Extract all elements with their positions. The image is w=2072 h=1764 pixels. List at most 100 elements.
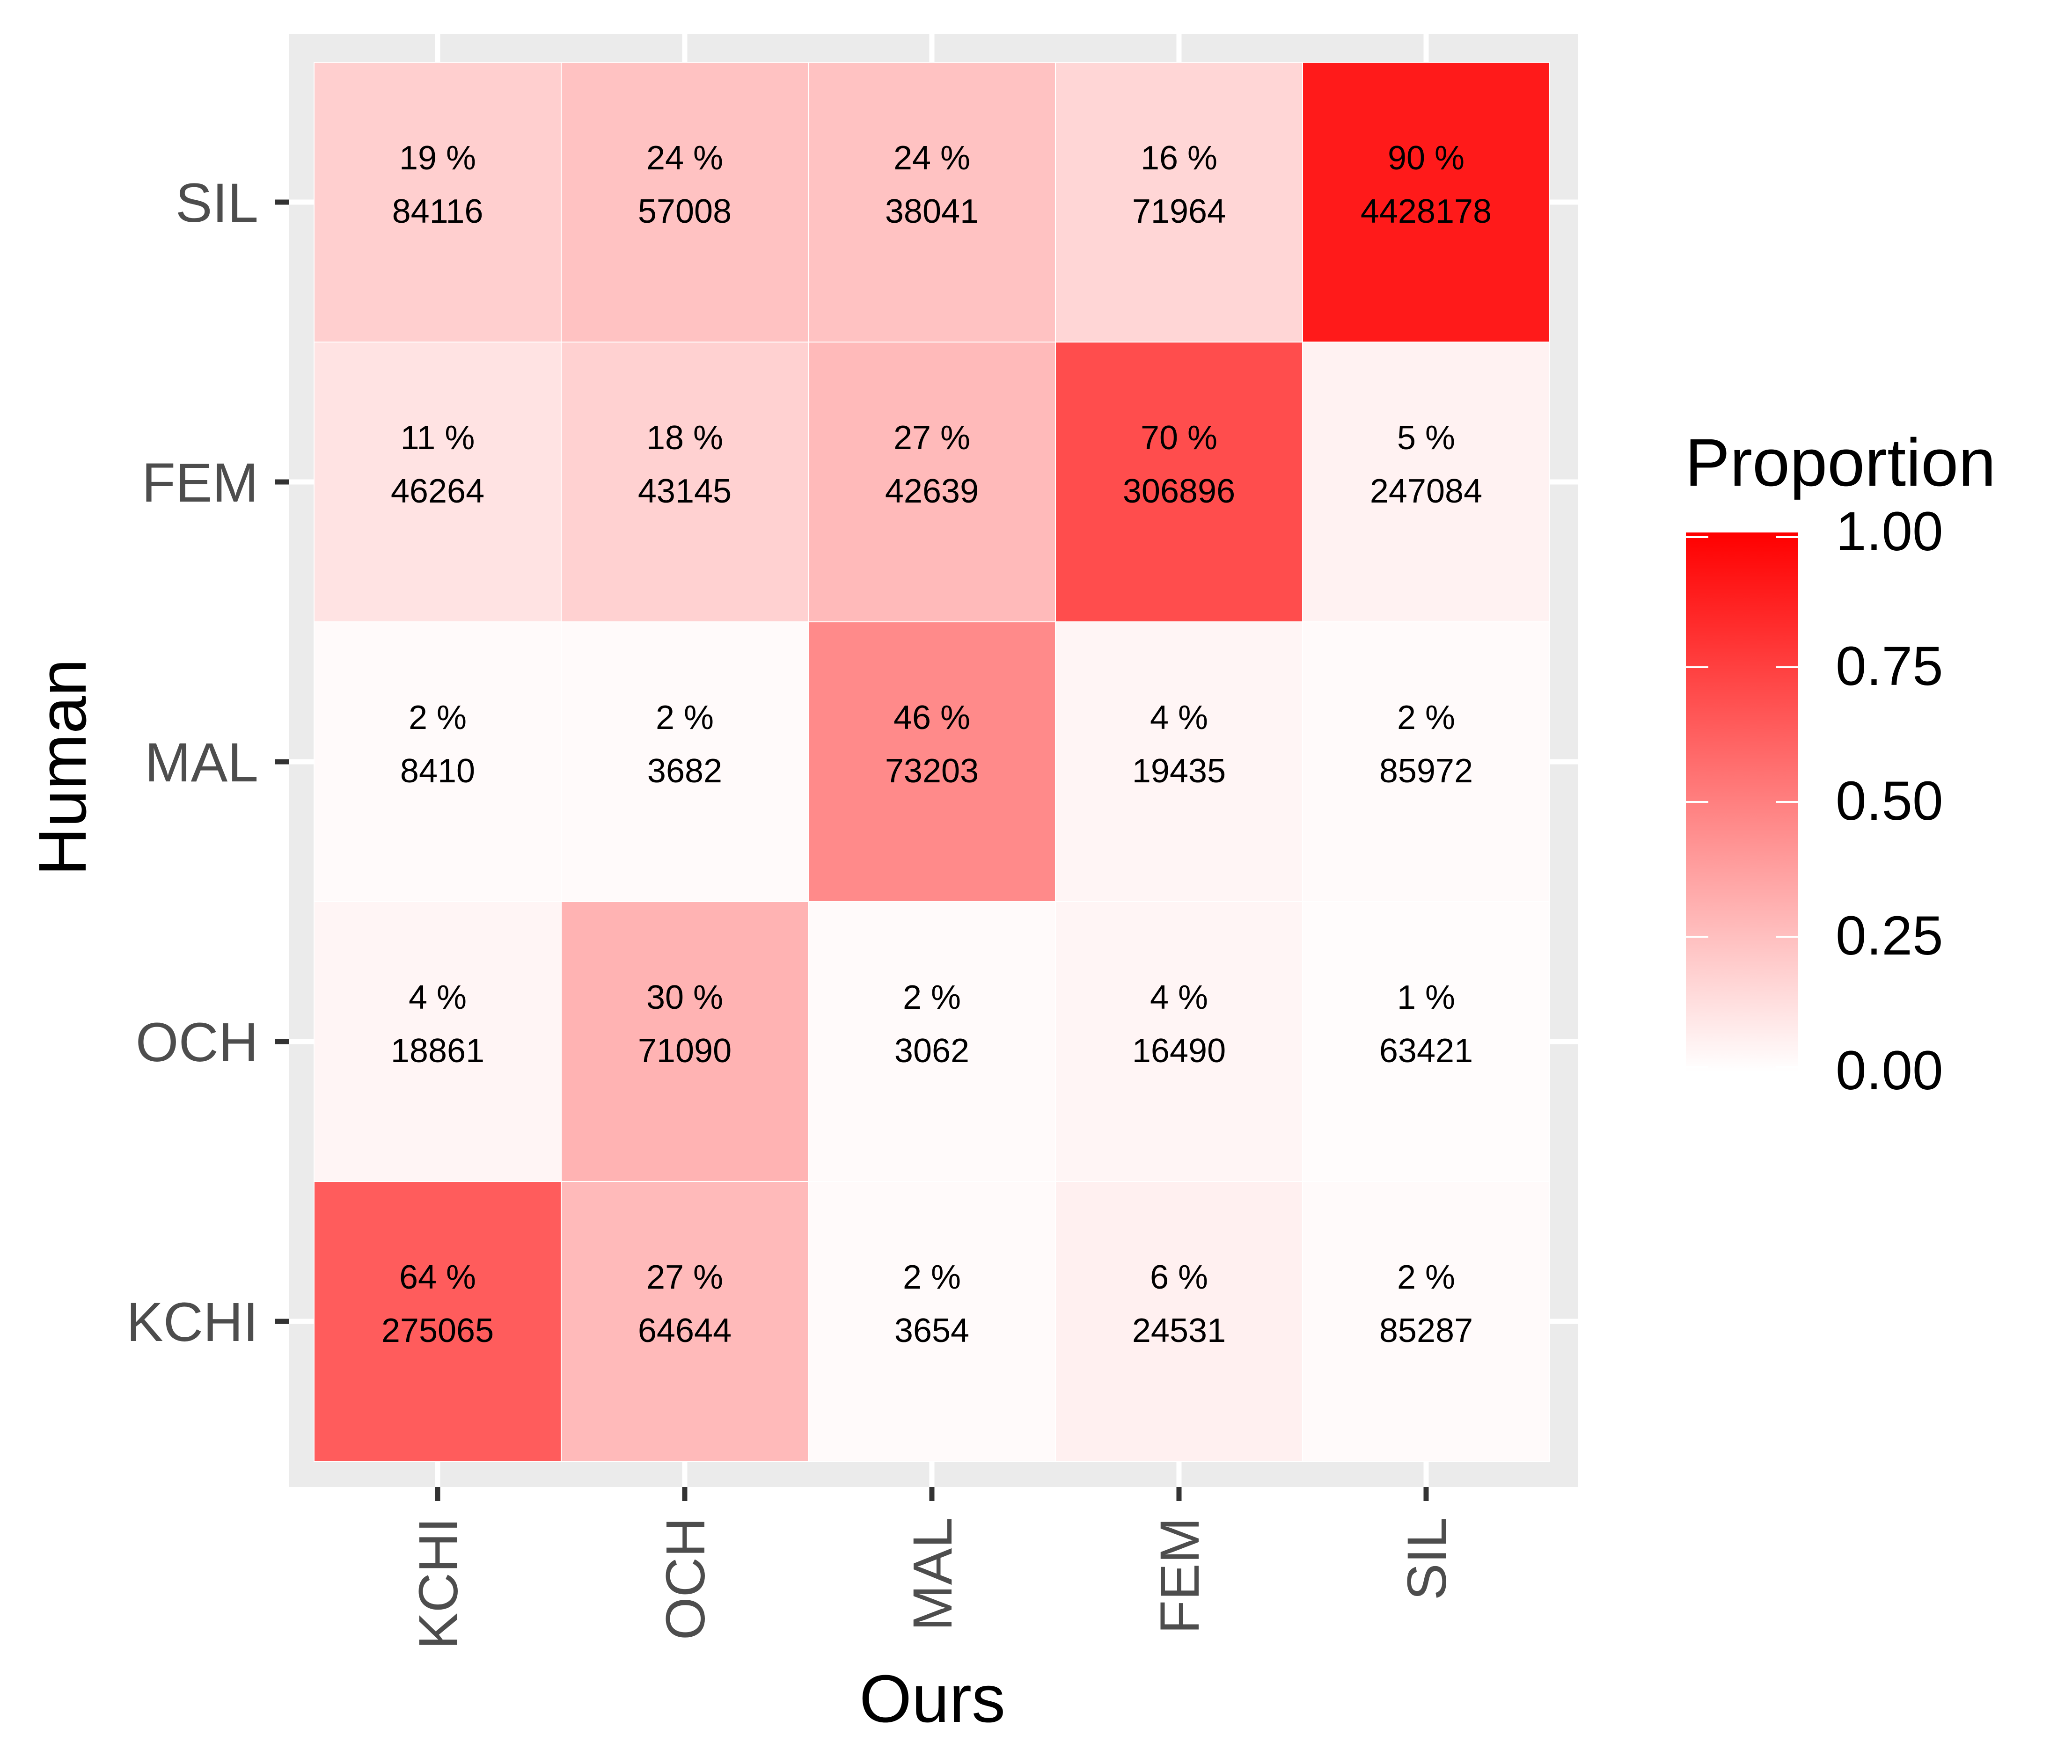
y-axis-title: Human <box>25 659 100 876</box>
x-axis: KCHI OCH MAL FEM SIL <box>408 1487 1458 1649</box>
legend-tick-label: 0.00 <box>1836 1040 1943 1101</box>
cell-count-label: 57008 <box>638 193 732 230</box>
cell-percent-label: 2 % <box>903 1259 961 1296</box>
cell-percent-label: 70 % <box>1141 419 1217 457</box>
cell-count-label: 275065 <box>381 1312 494 1349</box>
cell-percent-label: 64 % <box>399 1259 476 1296</box>
heatmap-cell: 70 % 306896 <box>1055 342 1303 622</box>
heatmap-cell: 30 % 71090 <box>561 901 809 1182</box>
x-tick-label: OCH <box>655 1517 717 1640</box>
heatmap-cell-fill <box>561 342 809 622</box>
heatmap-cell: 5 % 247084 <box>1302 342 1550 622</box>
cell-percent-label: 46 % <box>893 699 970 736</box>
heatmap-cell-fill <box>314 62 562 343</box>
cell-percent-label: 24 % <box>646 139 723 177</box>
cell-count-label: 18861 <box>391 1032 484 1070</box>
heatmap-cell-fill <box>808 62 1056 343</box>
heatmap-cell: 1 % 63421 <box>1302 901 1550 1182</box>
heatmap-cell-fill <box>314 1181 562 1462</box>
cell-count-label: 43145 <box>638 473 732 510</box>
heatmap-cell-fill <box>808 1181 1056 1462</box>
cell-percent-label: 19 % <box>399 139 476 177</box>
cell-percent-label: 27 % <box>646 1259 723 1296</box>
cell-percent-label: 2 % <box>1397 699 1455 736</box>
heatmap-cell: 18 % 43145 <box>561 342 809 622</box>
cell-percent-label: 27 % <box>893 419 970 457</box>
heatmap-cell: 2 % 3682 <box>561 621 809 902</box>
cell-count-label: 85972 <box>1379 752 1473 790</box>
heatmap-cell-fill <box>1302 621 1550 902</box>
y-tick-label: KCHI <box>126 1291 258 1353</box>
x-tick-label: FEM <box>1149 1517 1211 1634</box>
heatmap-cell-fill <box>1055 901 1303 1182</box>
cell-count-label: 8410 <box>400 752 475 790</box>
heatmap-cell-fill <box>1055 342 1303 622</box>
cell-count-label: 85287 <box>1379 1312 1473 1349</box>
heatmap-cell: 2 % 3062 <box>808 901 1056 1182</box>
heatmap-cell: 4 % 18861 <box>314 901 562 1182</box>
heatmap-cell: 19 % 84116 <box>314 62 562 343</box>
heatmap-cell-fill <box>314 901 562 1182</box>
heatmap-cell: 24 % 38041 <box>808 62 1056 343</box>
cell-count-label: 38041 <box>885 193 979 230</box>
y-tick-label: MAL <box>145 732 258 794</box>
heatmap-cells: 19 % 84116 24 % 57008 24 % 38041 16 % 71964 90 %… <box>314 62 1550 1462</box>
heatmap-cell: 27 % 64644 <box>561 1181 809 1462</box>
cell-count-label: 3654 <box>894 1312 969 1349</box>
cell-count-label: 64644 <box>638 1312 732 1349</box>
x-tick-label: MAL <box>902 1517 964 1631</box>
color-legend: Proportion 0.00 0.25 0.50 0.75 1.00 <box>1685 425 1996 1101</box>
cell-count-label: 71090 <box>638 1032 732 1070</box>
y-tick-label: SIL <box>176 172 258 234</box>
heatmap-cell-fill <box>808 621 1056 902</box>
legend-tick-label: 1.00 <box>1836 501 1943 562</box>
cell-percent-label: 4 % <box>1150 699 1208 736</box>
cell-count-label: 306896 <box>1123 473 1235 510</box>
cell-count-label: 46264 <box>391 473 484 510</box>
cell-percent-label: 11 % <box>401 419 475 457</box>
cell-count-label: 73203 <box>885 752 979 790</box>
cell-percent-label: 90 % <box>1388 139 1464 177</box>
heatmap-cell-fill <box>1055 62 1303 343</box>
x-tick-label: KCHI <box>408 1517 469 1649</box>
cell-percent-label: 5 % <box>1397 419 1455 457</box>
cell-percent-label: 2 % <box>409 699 467 736</box>
heatmap-cell-fill <box>561 621 809 902</box>
heatmap-cell-fill <box>1302 342 1550 622</box>
heatmap-cell: 2 % 85287 <box>1302 1181 1550 1462</box>
heatmap-cell: 90 % 4428178 <box>1302 62 1550 343</box>
cell-percent-label: 30 % <box>646 979 723 1016</box>
cell-count-label: 16490 <box>1132 1032 1226 1070</box>
x-tick-label: SIL <box>1396 1517 1458 1600</box>
cell-count-label: 84116 <box>392 193 483 230</box>
x-axis-title: Ours <box>859 1661 1005 1736</box>
y-tick-label: OCH <box>136 1012 258 1073</box>
heatmap-cell: 2 % 8410 <box>314 621 562 902</box>
cell-percent-label: 16 % <box>1141 139 1217 177</box>
cell-count-label: 3682 <box>647 752 722 790</box>
heatmap-cell-fill <box>561 901 809 1182</box>
cell-count-label: 63421 <box>1379 1032 1473 1070</box>
cell-percent-label: 6 % <box>1150 1259 1208 1296</box>
cell-percent-label: 1 % <box>1397 979 1455 1016</box>
heatmap-cell-fill <box>561 1181 809 1462</box>
cell-percent-label: 18 % <box>646 419 723 457</box>
heatmap-cell: 4 % 16490 <box>1055 901 1303 1182</box>
cell-count-label: 24531 <box>1132 1312 1226 1349</box>
heatmap-cell: 6 % 24531 <box>1055 1181 1303 1462</box>
cell-percent-label: 4 % <box>409 979 467 1016</box>
cell-percent-label: 24 % <box>893 139 970 177</box>
cell-count-label: 71964 <box>1132 193 1226 230</box>
heatmap-cell: 11 % 46264 <box>314 342 562 622</box>
cell-count-label: 247084 <box>1370 473 1482 510</box>
heatmap-cell: 2 % 85972 <box>1302 621 1550 902</box>
y-tick-label: FEM <box>142 452 258 514</box>
heatmap-cell: 2 % 3654 <box>808 1181 1056 1462</box>
heatmap-cell: 46 % 73203 <box>808 621 1056 902</box>
cell-percent-label: 2 % <box>903 979 961 1016</box>
legend-title: Proportion <box>1685 425 1996 500</box>
legend-tick-label: 0.25 <box>1836 905 1943 967</box>
heatmap-cell: 16 % 71964 <box>1055 62 1303 343</box>
legend-tick-label: 0.50 <box>1836 770 1943 832</box>
